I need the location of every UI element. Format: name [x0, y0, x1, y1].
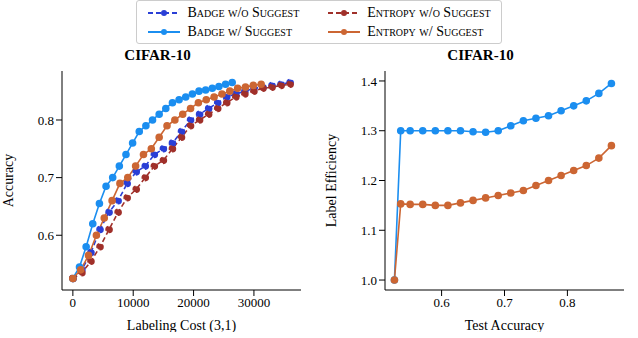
svg-text:0.7: 0.7 [496, 295, 513, 310]
html-text:Badge w/o Suggest: Badge w/o Suggest [187, 4, 300, 20]
svg-text:0.8: 0.8 [38, 113, 54, 128]
svg-text:30000: 30000 [238, 295, 271, 310]
svg-text:0: 0 [70, 295, 77, 310]
svg-text:1.1: 1.1 [361, 223, 377, 238]
svg-text:1.0: 1.0 [361, 273, 377, 288]
svg-text:20000: 20000 [177, 295, 210, 310]
svg-text:1.4: 1.4 [361, 74, 378, 89]
html-text:CIFAR-10: CIFAR-10 [124, 47, 191, 63]
html-text:Badge w/ Suggest: Badge w/ Suggest [187, 23, 292, 39]
svg-text:10000: 10000 [117, 295, 150, 310]
svg-text:Labeling Cost (3,1): Labeling Cost (3,1) [127, 318, 237, 332]
svg-text:Test Accuracy: Test Accuracy [465, 318, 544, 332]
svg-text:1.2: 1.2 [361, 173, 377, 188]
html-text:Entropy w/o Suggest: Entropy w/o Suggest [367, 4, 491, 20]
svg-text:Label Efficiency: Label Efficiency [324, 134, 339, 227]
svg-text:0.6: 0.6 [38, 228, 55, 243]
svg-text:Accuracy: Accuracy [8, 154, 16, 208]
html-text:CIFAR-10: CIFAR-10 [447, 47, 514, 63]
svg-text:1.3: 1.3 [361, 123, 377, 138]
html-text:Entropy w/ Suggest: Entropy w/ Suggest [367, 23, 484, 39]
svg-text:0.8: 0.8 [559, 295, 575, 310]
svg-text:0.7: 0.7 [38, 170, 55, 185]
svg-text:0.6: 0.6 [433, 295, 450, 310]
